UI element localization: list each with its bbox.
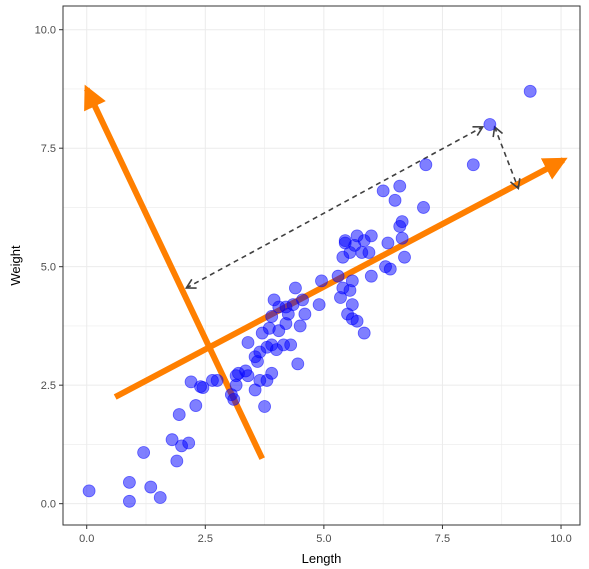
data-point (381, 236, 395, 250)
data-point (364, 269, 378, 283)
data-point (296, 293, 309, 307)
data-point (258, 400, 271, 413)
data-point (331, 269, 345, 283)
x-tick-label: 7.5 (435, 533, 450, 545)
data-point (315, 274, 328, 288)
data-point (483, 118, 497, 131)
data-point (395, 231, 409, 245)
data-point (345, 298, 359, 312)
data-point (523, 84, 537, 98)
data-point (210, 374, 224, 387)
y-tick-label: 10.0 (35, 25, 56, 37)
y-tick-label: 7.5 (41, 143, 56, 155)
data-point (357, 326, 371, 340)
data-point (383, 262, 397, 276)
data-point (182, 436, 196, 450)
data-point (291, 357, 305, 371)
axis-ticks: 0.0 2.5 5.0 7.5 10.0 0.0 2.5 5.0 7.5 10.0 (35, 25, 572, 545)
data-point (293, 319, 307, 333)
dashed-double-arrow (184, 125, 485, 289)
data-point (170, 454, 184, 468)
data-point (153, 491, 167, 504)
data-point (144, 480, 158, 494)
data-point (265, 310, 279, 323)
x-tick-label: 2.5 (198, 533, 213, 545)
data-point (189, 399, 203, 412)
data-point (466, 158, 480, 172)
data-point (241, 369, 255, 383)
data-point (376, 184, 390, 198)
data-point (172, 408, 186, 421)
y-tick-label: 2.5 (41, 380, 56, 392)
data-point (241, 336, 255, 349)
data-point (364, 229, 378, 243)
data-point (298, 307, 312, 321)
data-point (284, 338, 298, 352)
data-point (196, 381, 210, 394)
y-tick-label: 5.0 (41, 262, 56, 274)
data-point (312, 298, 326, 312)
x-axis-title: Length (302, 551, 342, 566)
data-point (227, 392, 241, 406)
data-point (417, 201, 430, 214)
data-point (362, 246, 376, 259)
data-point (165, 433, 179, 447)
x-tick-label: 5.0 (316, 533, 331, 545)
data-point (82, 484, 96, 498)
data-point (350, 314, 364, 328)
x-tick-label: 10.0 (550, 533, 571, 545)
data-point (265, 366, 279, 380)
data-point (398, 250, 411, 264)
data-point (395, 215, 409, 229)
data-point (393, 179, 407, 193)
data-point (345, 274, 359, 288)
data-point (123, 475, 136, 489)
data-point (388, 193, 402, 207)
x-tick-label: 0.0 (79, 533, 94, 545)
grid (63, 6, 580, 525)
data-point (123, 494, 136, 508)
data-point (137, 446, 151, 459)
y-axis-title: Weight (8, 245, 23, 286)
data-points (82, 84, 537, 508)
y-tick-label: 0.0 (41, 499, 56, 511)
dashed-double-arrow (492, 125, 521, 191)
panel-border (62, 5, 581, 526)
data-point (419, 158, 433, 172)
data-point (289, 281, 302, 295)
